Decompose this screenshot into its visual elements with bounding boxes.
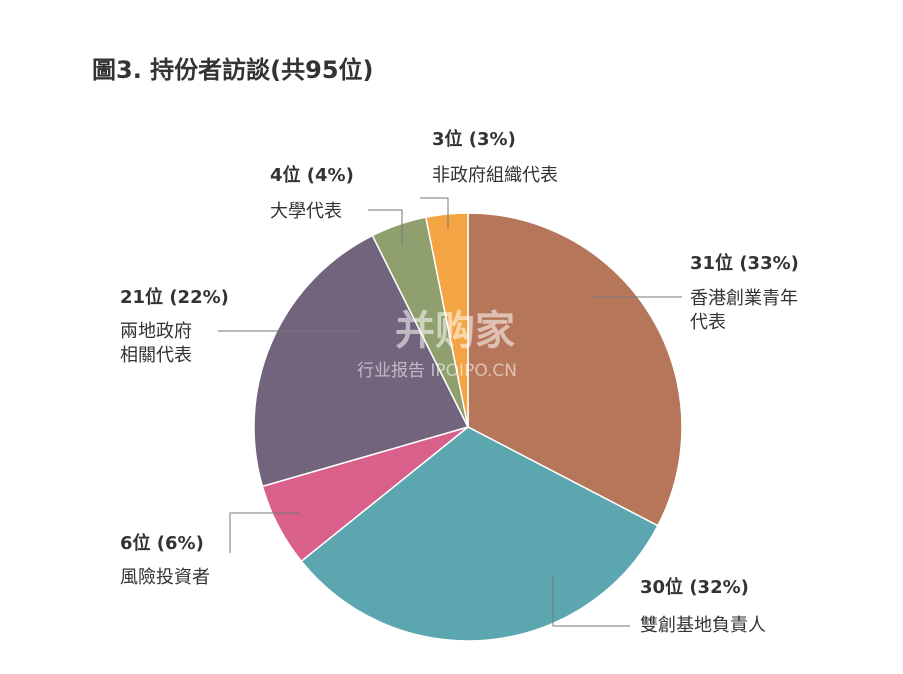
category-label: 非政府組織代表 [432, 165, 558, 186]
pie-slice [467, 212, 683, 527]
leader-line [420, 197, 449, 228]
category-label: 大學代表 [270, 201, 342, 222]
category-label: 香港創業青年代表 [690, 288, 798, 333]
leader-line [552, 575, 630, 627]
category-label: 風險投資者 [120, 567, 210, 588]
pie-slice [424, 212, 469, 428]
value-label: 3位 (3%) [432, 129, 516, 150]
pie-slice [253, 234, 470, 488]
value-label: 30位 (32%) [640, 577, 749, 598]
leader-line [229, 512, 300, 553]
watermark-brand: 并购家 [395, 308, 515, 354]
leader-line [368, 209, 403, 245]
category-label: 雙創基地負責人 [640, 615, 766, 636]
value-label: 21位 (22%) [120, 287, 229, 308]
chart-title: 圖3. 持份者訪談(共95位) [92, 56, 374, 84]
value-label: 31位 (33%) [690, 253, 799, 274]
pie-slice [300, 426, 659, 642]
value-label: 4位 (4%) [270, 165, 354, 186]
value-label: 6位 (6%) [120, 533, 204, 554]
category-label: 兩地政府相關代表 [120, 321, 192, 366]
leader-lines [218, 197, 682, 627]
watermark-sub: 行业报告 IPOIPO.CN [357, 361, 517, 381]
